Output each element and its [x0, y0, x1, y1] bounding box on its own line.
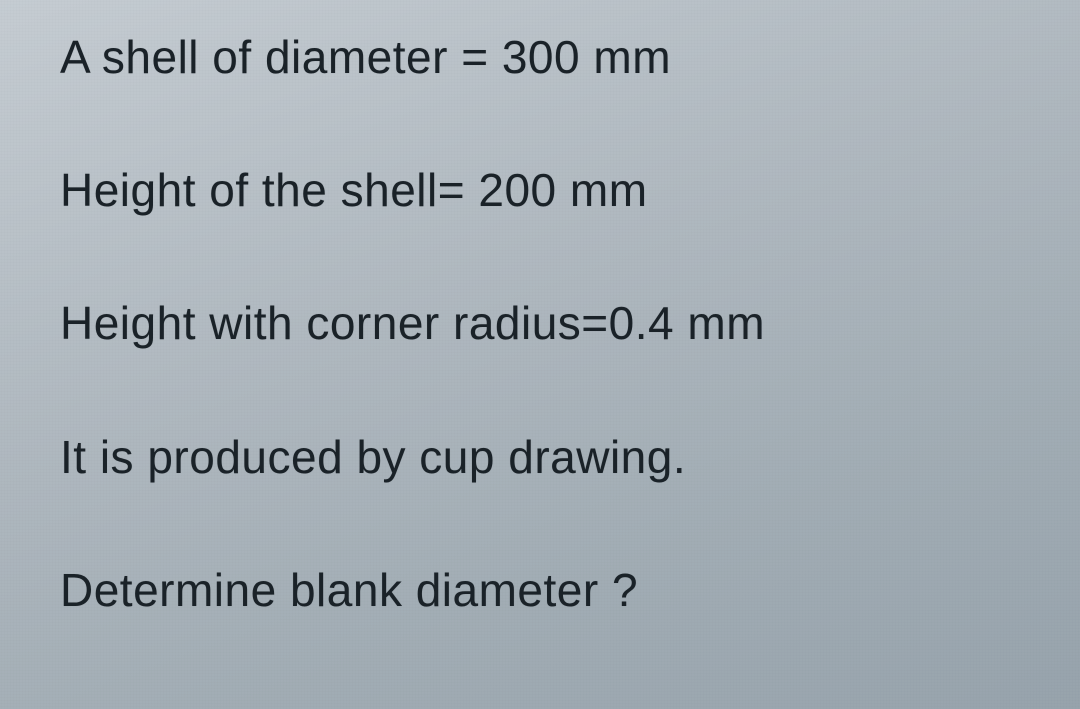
- problem-line-4: It is produced by cup drawing.: [60, 430, 1040, 485]
- problem-text-block: A shell of diameter = 300 mm Height of t…: [60, 30, 1040, 618]
- problem-line-1: A shell of diameter = 300 mm: [60, 30, 1040, 85]
- problem-line-3: Height with corner radius=0.4 mm: [60, 296, 1040, 351]
- problem-line-5: Determine blank diameter ?: [60, 563, 1040, 618]
- problem-line-2: Height of the shell= 200 mm: [60, 163, 1040, 218]
